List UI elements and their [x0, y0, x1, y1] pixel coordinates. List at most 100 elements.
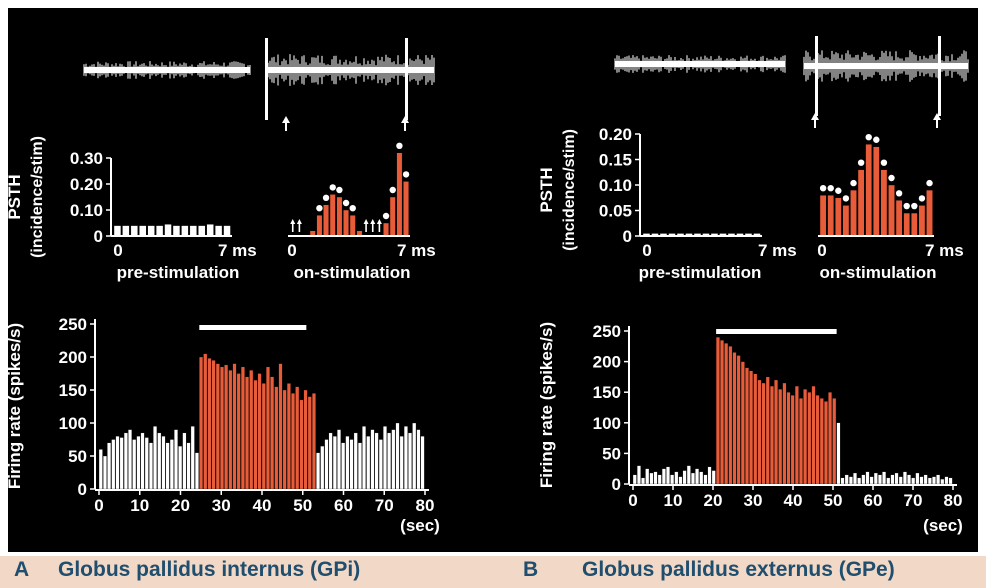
a-psth-pre-bar-11: [206, 224, 214, 237]
a-psth-pre-bar-6: [164, 224, 172, 237]
a-psth-pre-bar-2: [130, 225, 138, 237]
b-firing-bar-28: [749, 370, 754, 485]
a-psth-low-head-1: [296, 219, 302, 224]
b-firing-bar-53: [853, 472, 857, 485]
b-psth-on-bar-13: [918, 205, 926, 237]
a-firing-ytick-label-4: 200: [59, 348, 87, 367]
a-firing-bar-75: [412, 422, 417, 490]
a-firing-bar-15: [161, 436, 166, 490]
b-firing-bar-64: [898, 476, 903, 485]
a-psth-pre-bar-7: [172, 225, 181, 237]
b-firing-bar-32: [765, 376, 770, 485]
a-psth-pre-x0: 0: [113, 241, 122, 260]
a-firing-bar-4: [115, 436, 120, 490]
b-firing-bar-46: [824, 401, 828, 485]
b-firing-bar-12: [682, 470, 687, 485]
b-firing-bar-27: [745, 367, 749, 485]
b-psth-sig-dot-10: [895, 190, 903, 197]
a-firing-xtick-label-1: 10: [130, 496, 149, 515]
b-firing-bar-36: [782, 382, 787, 485]
b-firing-xtick-label-1: 10: [664, 491, 683, 510]
b-psth-on-bar-3: [842, 205, 850, 237]
a-firing-xtick-label-0: 0: [94, 496, 103, 515]
b-psth-sig-dot-9: [888, 174, 895, 182]
b-psth-on-bar-4: [850, 189, 857, 237]
a-psth-pre-x7: 7 ms: [218, 241, 257, 260]
a-firing-bar-12: [148, 442, 153, 490]
b-firing-xtick-label-2: 20: [704, 491, 723, 510]
b-firing-bar-9: [670, 474, 675, 485]
a-firing-bar-39: [261, 383, 266, 490]
b-psth-on-bar-8: [880, 169, 888, 237]
a-firing-xtick-label-5: 50: [293, 496, 312, 515]
b-stim-arrow-2-head: [933, 113, 941, 120]
a-psth-sig-dot-0: [316, 205, 323, 212]
caption-letter-a: A: [14, 558, 30, 581]
b-firing-bar-23: [728, 346, 733, 485]
b-firing-xtick-label-8: 80: [944, 491, 963, 510]
a-firing-bar-36: [249, 370, 254, 490]
a-firing-bar-20: [182, 432, 187, 490]
a-firing-bar-0: [98, 449, 103, 490]
caption-gpe: Globus pallidus externus (GPe): [582, 558, 895, 581]
b-psth-sig-dot-14: [926, 179, 933, 187]
a-firing-ytick-label-3: 150: [59, 381, 87, 400]
a-stim-arrow-1-head: [282, 116, 290, 123]
b-firing-ytick-label-0: 0: [612, 475, 621, 494]
b-firing-bar-70: [923, 474, 928, 485]
a-firing-bar-63: [362, 426, 367, 490]
b-firing-bar-21: [720, 340, 724, 485]
b-psth-on-x7: 7 ms: [925, 241, 964, 260]
b-firing-bar-7: [661, 468, 666, 485]
a-firing-bar-43: [278, 363, 283, 490]
b-firing-bar-48: [832, 398, 837, 485]
a-firing-bar-28: [215, 363, 220, 490]
b-firing-bar-31: [761, 382, 766, 485]
b-psth-sig-dot-7: [873, 136, 880, 143]
a-firing-xunit: (sec): [400, 516, 440, 535]
b-firing-xtick-label-5: 50: [824, 491, 843, 510]
a-psth-low-head-0: [290, 219, 296, 224]
a-firing-bar-48: [299, 399, 304, 490]
b-psth-on-bar-6: [865, 143, 873, 237]
b-firing-bar-15: [695, 468, 700, 485]
b-psth-sig-dot-0: [819, 185, 827, 192]
a-psth-sig-dot-3: [336, 186, 343, 194]
b-firing-bar-42: [807, 392, 812, 485]
b-firing-bar-59: [878, 474, 882, 485]
b-firing-bar-66: [907, 474, 911, 485]
a-firing-bar-49: [303, 389, 308, 490]
b-psth-sig-dot-6: [865, 134, 872, 141]
b-firing-bar-58: [873, 472, 878, 485]
a-psth-on-bar-7: [336, 196, 343, 237]
b-firing-bar-50: [840, 477, 845, 485]
b-psth-pre-x0: 0: [642, 241, 651, 260]
b-firing-bar-44: [815, 395, 820, 485]
a-firing-bar-68: [383, 426, 387, 490]
a-firing-bar-53: [320, 445, 325, 490]
b-firing-bar-63: [894, 472, 899, 485]
b-firing-bar-19: [711, 470, 716, 485]
a-stim-period-bar: [199, 325, 307, 330]
a-firing-bar-64: [366, 436, 371, 490]
b-firing-bar-41: [803, 388, 808, 485]
b-firing-bar-17: [703, 474, 708, 485]
a-firing-bar-25: [203, 353, 208, 490]
b-firing-ytick-label-3: 150: [593, 383, 621, 402]
a-psth-pre-bar-9: [189, 225, 197, 237]
a-firing-bar-23: [194, 452, 199, 490]
b-firing-bar-60: [882, 471, 887, 485]
a-psth-sig-dot-1: [322, 194, 330, 201]
b-firing-bar-76: [948, 477, 953, 485]
b-psth-ytick-label-4: 0.20: [599, 125, 632, 144]
caption-bar: [0, 556, 986, 588]
b-firing-xtick-label-0: 0: [628, 491, 637, 510]
b-firing-bar-1: [637, 465, 641, 485]
b-firing-bar-24: [732, 352, 737, 485]
b-firing-bar-38: [790, 395, 795, 485]
a-psth-on-bar-5: [323, 204, 329, 237]
b-psth-sig-dot-12: [911, 202, 918, 210]
a-psth-sig-dot-6: [382, 212, 390, 220]
a-firing-bar-62: [357, 442, 362, 490]
b-firing-bar-57: [869, 476, 874, 485]
